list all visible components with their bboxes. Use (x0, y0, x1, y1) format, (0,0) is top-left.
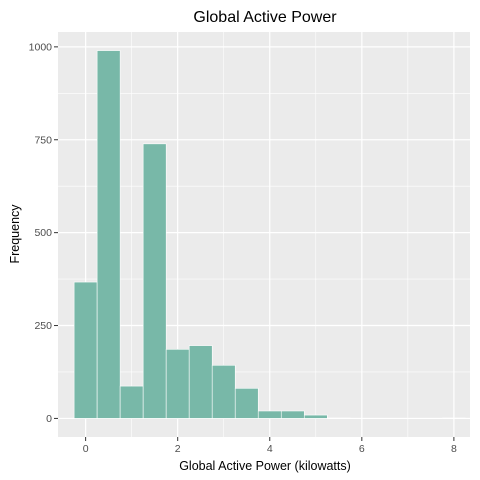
y-tick-label: 500 (34, 227, 52, 239)
y-tick-label: 250 (34, 320, 52, 332)
x-tick-label: 4 (267, 443, 273, 455)
x-tick-label: 6 (359, 443, 365, 455)
histogram-bar (166, 349, 189, 418)
histogram-bar (281, 411, 304, 418)
histogram-bar (143, 144, 166, 419)
y-tick-label: 0 (46, 413, 52, 425)
histogram-bar (97, 51, 120, 419)
y-tick-label: 750 (34, 134, 52, 146)
x-axis-label: Global Active Power (kilowatts) (179, 459, 351, 473)
x-tick-label: 2 (175, 443, 181, 455)
y-axis: 0 250 500 750 1000 (29, 41, 58, 425)
histogram-bar (304, 415, 327, 418)
x-axis: 0 2 4 6 8 (83, 437, 457, 455)
histogram-bar (235, 388, 258, 418)
histogram-bar (189, 346, 212, 419)
y-axis-label: Frequency (8, 204, 22, 264)
histogram-bar (212, 365, 235, 418)
y-tick-label: 1000 (29, 41, 53, 53)
chart-title: Global Active Power (193, 9, 337, 26)
x-tick-label: 0 (83, 443, 89, 455)
x-tick-label: 8 (451, 443, 457, 455)
histogram-bar (120, 386, 143, 418)
histogram-bar (258, 411, 281, 418)
histogram-bar (74, 282, 97, 418)
